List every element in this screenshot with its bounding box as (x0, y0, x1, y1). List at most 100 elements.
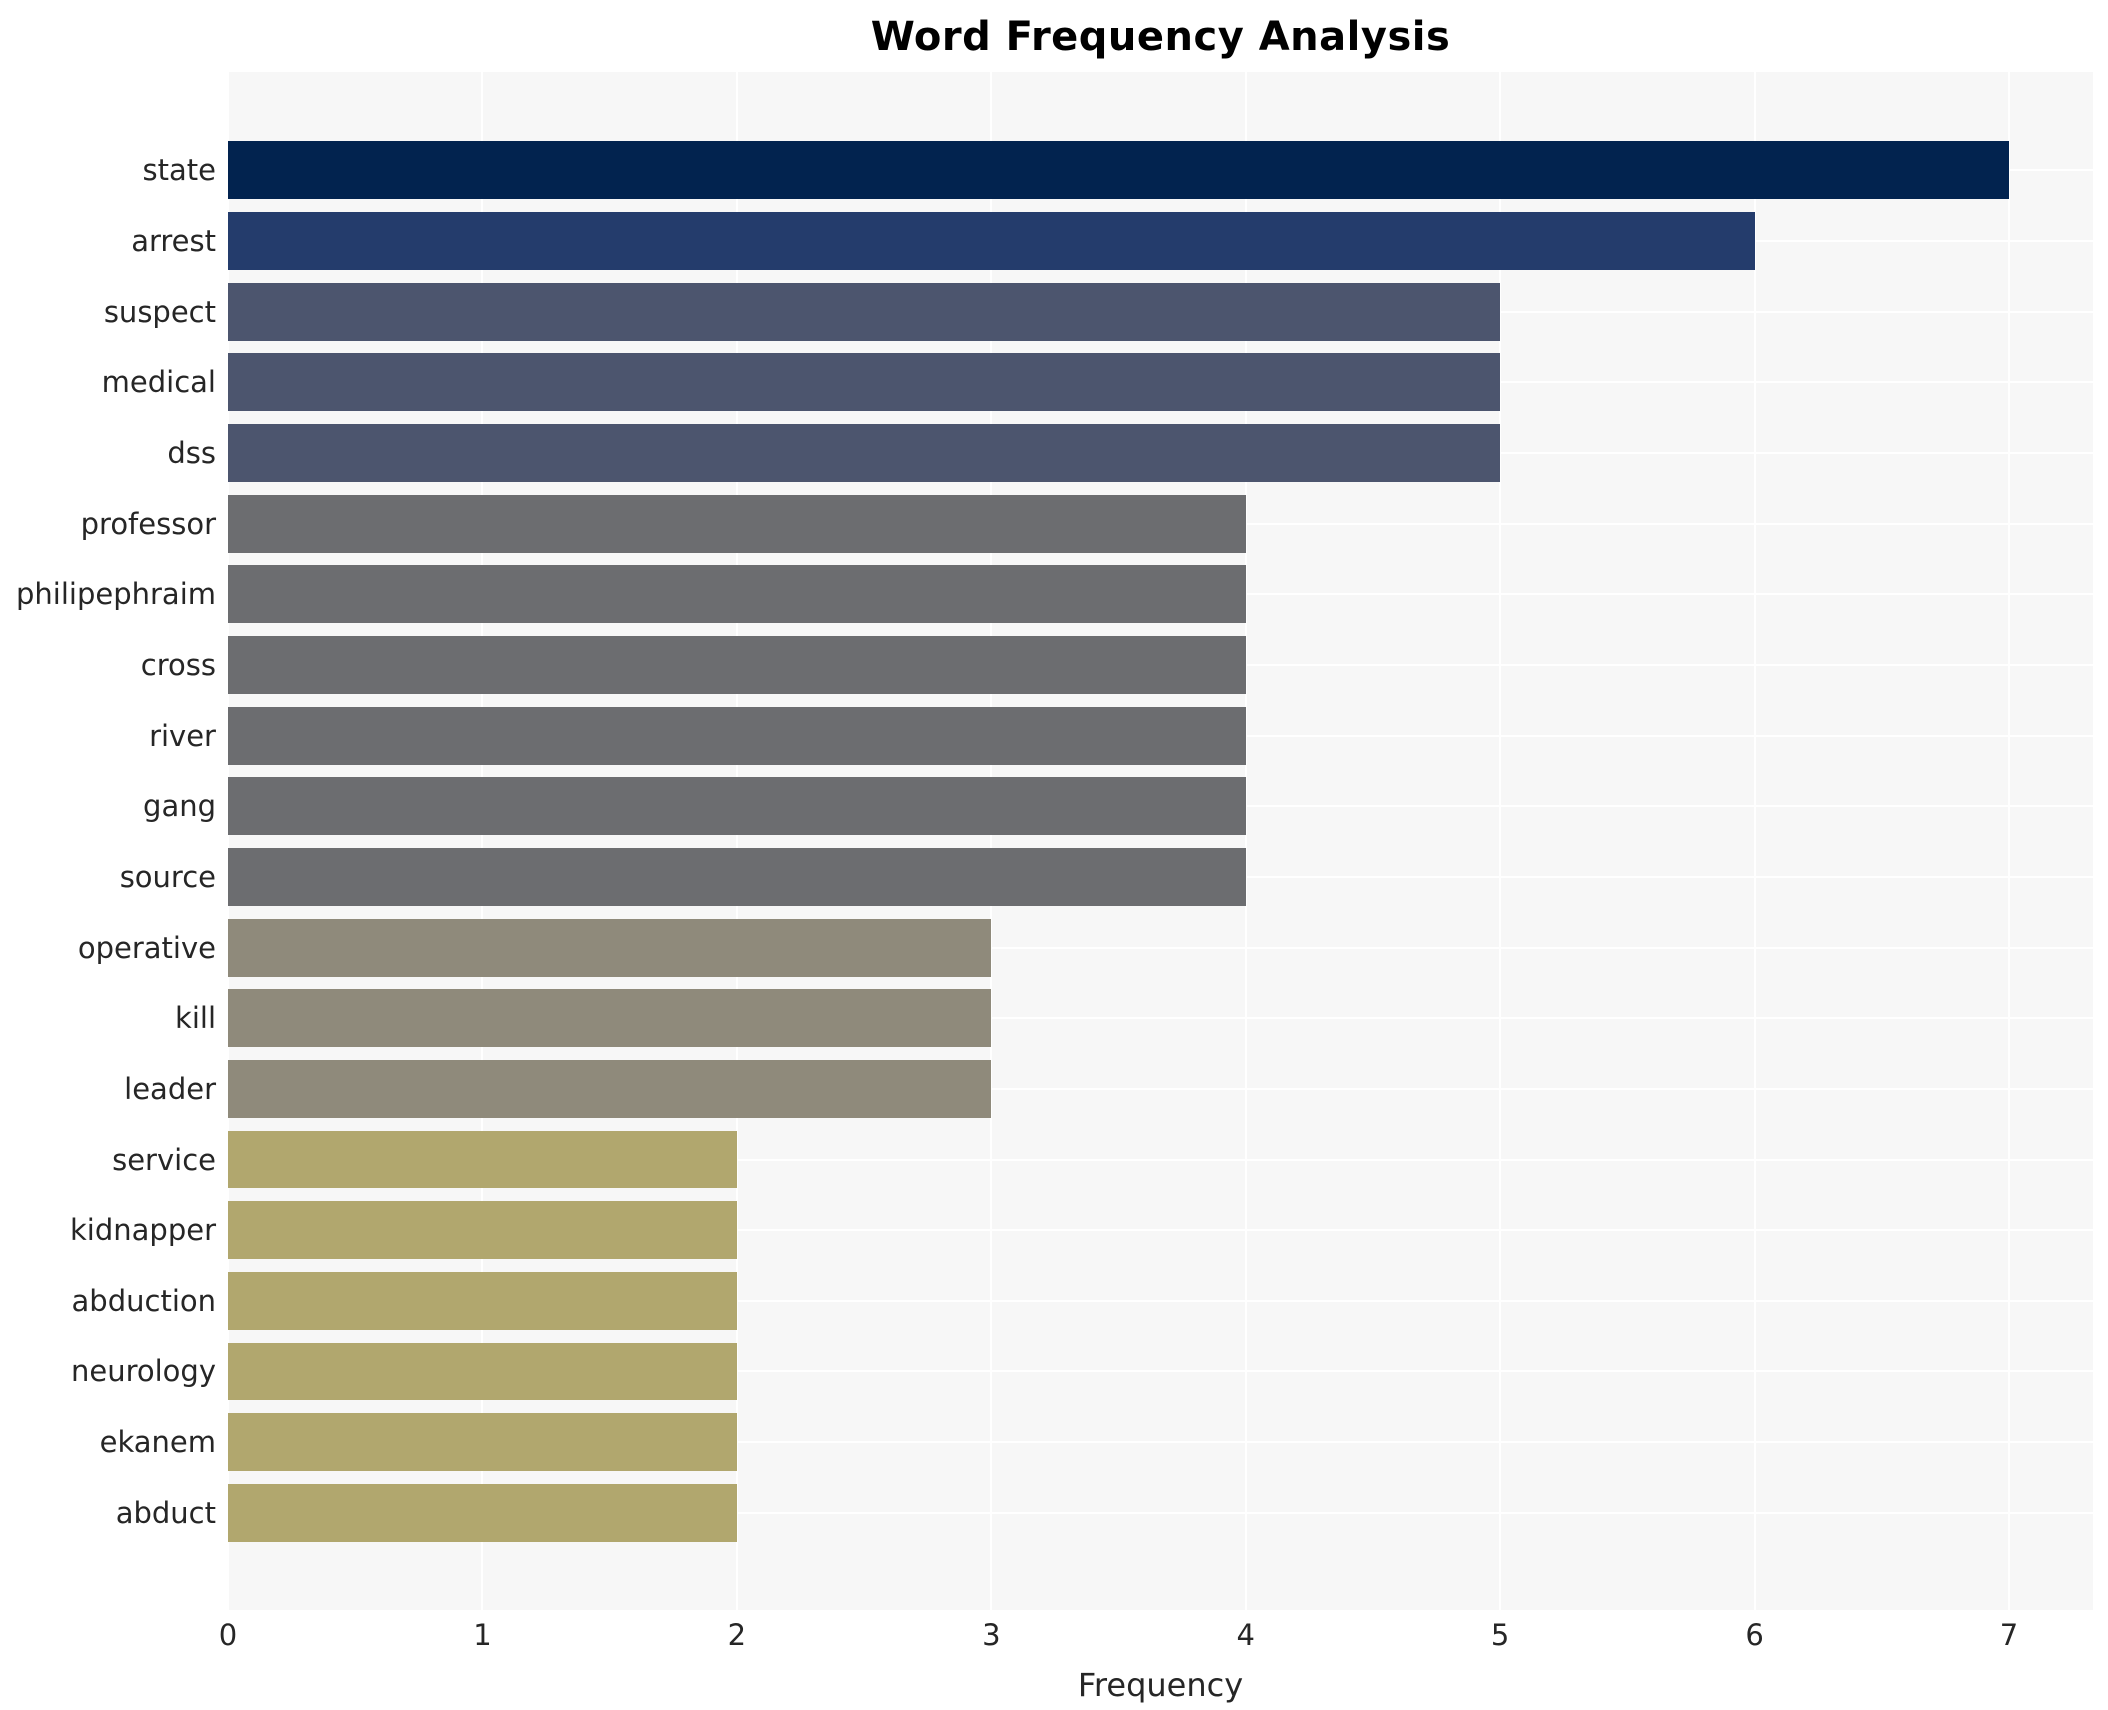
bar-track (228, 276, 2093, 347)
x-tick-label: 2 (727, 1618, 747, 1652)
bar-row: abduction (0, 1266, 2093, 1337)
bar (228, 1130, 737, 1189)
bar (228, 423, 1501, 482)
y-axis-label: kidnapper (70, 1213, 216, 1248)
bar-track (228, 1407, 2093, 1478)
x-tick-label: 7 (1999, 1618, 2019, 1652)
bar-track (228, 630, 2093, 701)
bar (228, 565, 1246, 624)
bar (228, 635, 1246, 694)
vertical-gridline (735, 72, 738, 1610)
bar-track (228, 983, 2093, 1054)
x-tick-label: 5 (1490, 1618, 1510, 1652)
bar (228, 777, 1246, 836)
bar-row: suspect (0, 276, 2093, 347)
bar-row: neurology (0, 1336, 2093, 1407)
vertical-gridline (1244, 72, 1247, 1610)
bar-row: arrest (0, 206, 2093, 277)
bar-track (228, 1054, 2093, 1125)
horizontal-gridline (228, 1511, 2093, 1514)
bar-track (228, 1477, 2093, 1548)
horizontal-gridline (228, 1299, 2093, 1302)
bar (228, 282, 1501, 341)
horizontal-gridline (228, 1370, 2093, 1373)
y-axis-label: abduction (71, 1283, 216, 1318)
bar-row: medical (0, 347, 2093, 418)
bar-track (228, 912, 2093, 983)
bar-track (228, 1266, 2093, 1337)
y-axis-label: neurology (71, 1354, 216, 1389)
bar-track (228, 559, 2093, 630)
x-axis-label: Frequency (1077, 1666, 1244, 1704)
bar (228, 847, 1246, 906)
y-axis-label: service (112, 1142, 216, 1177)
x-tick-label: 6 (1745, 1618, 1764, 1652)
bar-track (228, 700, 2093, 771)
x-tick-label: 0 (218, 1618, 238, 1652)
bar (228, 1342, 737, 1401)
bar (228, 989, 992, 1048)
x-axis: 0 1 2 3 4 5 6 7 (219, 1610, 2093, 1660)
bar-track (228, 1124, 2093, 1195)
vertical-gridline (990, 72, 993, 1610)
bar-track (228, 135, 2093, 206)
y-axis-label: river (149, 718, 216, 753)
y-axis-label: kill (175, 1001, 216, 1036)
bar (228, 141, 2010, 200)
y-axis-label: philipephraim (16, 577, 216, 612)
bar (228, 494, 1246, 553)
bar-track (228, 1336, 2093, 1407)
y-axis-label: source (119, 859, 216, 894)
bar (228, 1059, 992, 1118)
bar-row: cross (0, 630, 2093, 701)
vertical-gridline (1499, 72, 1502, 1610)
vertical-gridline (481, 72, 484, 1610)
x-tick-label: 3 (982, 1618, 1001, 1652)
vertical-gridline (2008, 72, 2011, 1610)
y-axis-label: cross (140, 647, 216, 682)
y-axis-label: gang (143, 789, 216, 824)
bar (228, 1271, 737, 1330)
horizontal-gridline (228, 1087, 2093, 1090)
horizontal-gridline (228, 1158, 2093, 1161)
bar (228, 1413, 737, 1472)
bar (228, 212, 1755, 270)
horizontal-gridline (228, 1441, 2093, 1444)
bar (228, 1201, 737, 1260)
bar-row: leader (0, 1054, 2093, 1125)
bar-row: operative (0, 912, 2093, 983)
bar-row: kill (0, 983, 2093, 1054)
plot-area: state arrest suspect medical dss (0, 72, 2108, 1610)
bar-row: state (0, 135, 2093, 206)
y-axis-label: suspect (103, 294, 216, 329)
y-axis-label: medical (101, 365, 216, 400)
bar-track (228, 206, 2093, 277)
vertical-gridline (1753, 72, 1756, 1610)
bar-track (228, 1195, 2093, 1266)
bar-row: service (0, 1124, 2093, 1195)
horizontal-gridline (228, 1017, 2093, 1020)
vertical-gridline (227, 72, 229, 1610)
bar (228, 918, 992, 977)
bar-row: philipephraim (0, 559, 2093, 630)
bar-track (228, 347, 2093, 418)
y-axis-label: abduct (115, 1495, 216, 1530)
x-tick-label: 1 (473, 1618, 492, 1652)
y-axis-label: state (142, 153, 216, 188)
horizontal-gridline (228, 1229, 2093, 1232)
bar-row: source (0, 842, 2093, 913)
bar-row: professor (0, 488, 2093, 559)
bar-row: kidnapper (0, 1195, 2093, 1266)
bar-row: dss (0, 418, 2093, 489)
bar-rows: state arrest suspect medical dss (0, 135, 2093, 1548)
y-axis-label: arrest (131, 223, 216, 258)
horizontal-gridline (228, 946, 2093, 949)
bar-row: ekanem (0, 1407, 2093, 1478)
chart-title: Word Frequency Analysis (870, 14, 1451, 60)
y-axis-label: operative (77, 930, 216, 965)
bar-row: abduct (0, 1477, 2093, 1548)
x-tick-label: 4 (1236, 1618, 1255, 1652)
bar-track (228, 842, 2093, 913)
bar-track (228, 488, 2093, 559)
